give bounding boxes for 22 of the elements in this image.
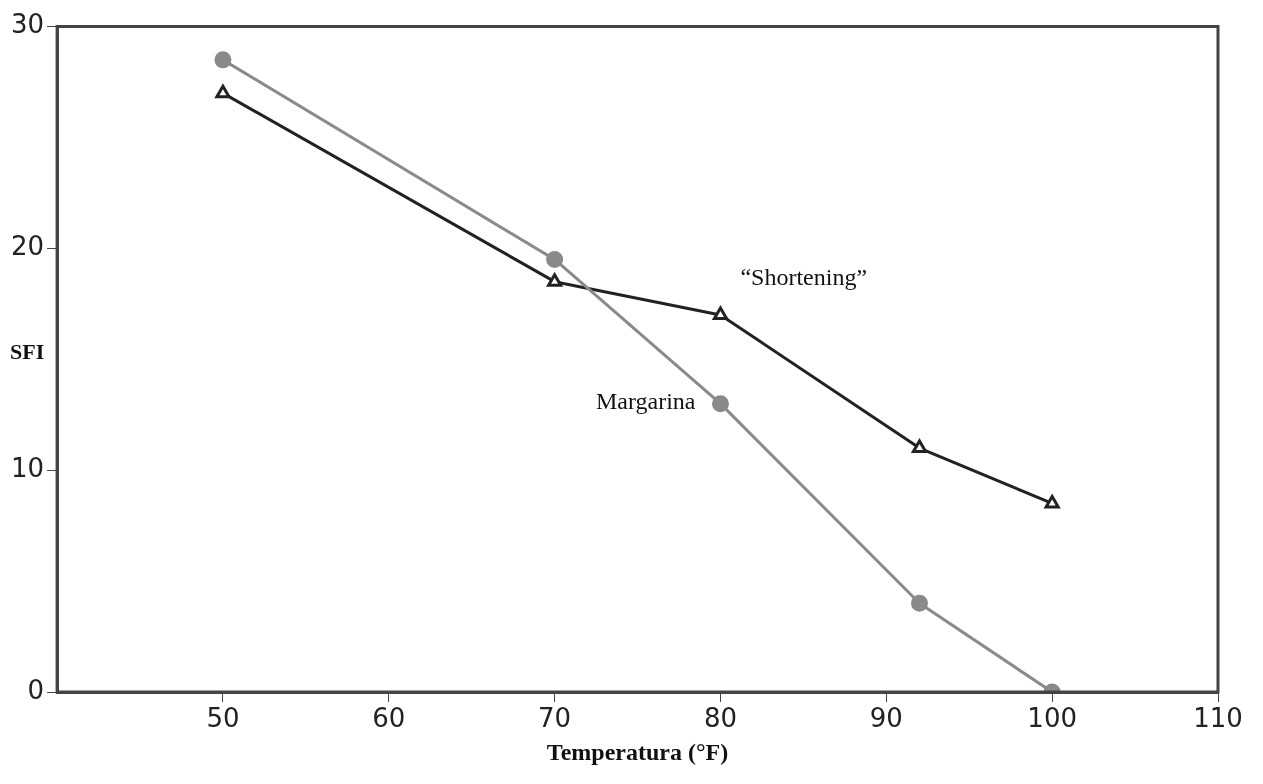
x-tick-label: 110 bbox=[1193, 703, 1243, 734]
point bbox=[1044, 494, 1060, 509]
y-tick-label: 0 bbox=[27, 674, 45, 705]
point bbox=[911, 439, 928, 454]
point bbox=[214, 51, 232, 69]
x-tick-label: 80 bbox=[703, 703, 738, 734]
point bbox=[546, 250, 564, 268]
series-label: Margarina bbox=[595, 387, 696, 414]
series-label: “Shortening” bbox=[740, 263, 868, 290]
point bbox=[215, 84, 231, 99]
point bbox=[547, 273, 563, 287]
x-tick-label: 50 bbox=[206, 703, 240, 734]
point bbox=[712, 306, 729, 320]
x-tick-label: 60 bbox=[372, 703, 406, 734]
x-tick-label: 90 bbox=[869, 703, 903, 734]
y-tick-label: 20 bbox=[10, 231, 45, 262]
x-axis-title: Temperatura (°F) bbox=[546, 738, 729, 765]
y-tick-label: 10 bbox=[10, 452, 45, 483]
x-tick-label: 70 bbox=[538, 703, 572, 734]
y-axis-title: SFI bbox=[10, 339, 45, 365]
y-tick-label: 30 bbox=[10, 9, 45, 40]
x-tick-label: 100 bbox=[1027, 703, 1077, 734]
